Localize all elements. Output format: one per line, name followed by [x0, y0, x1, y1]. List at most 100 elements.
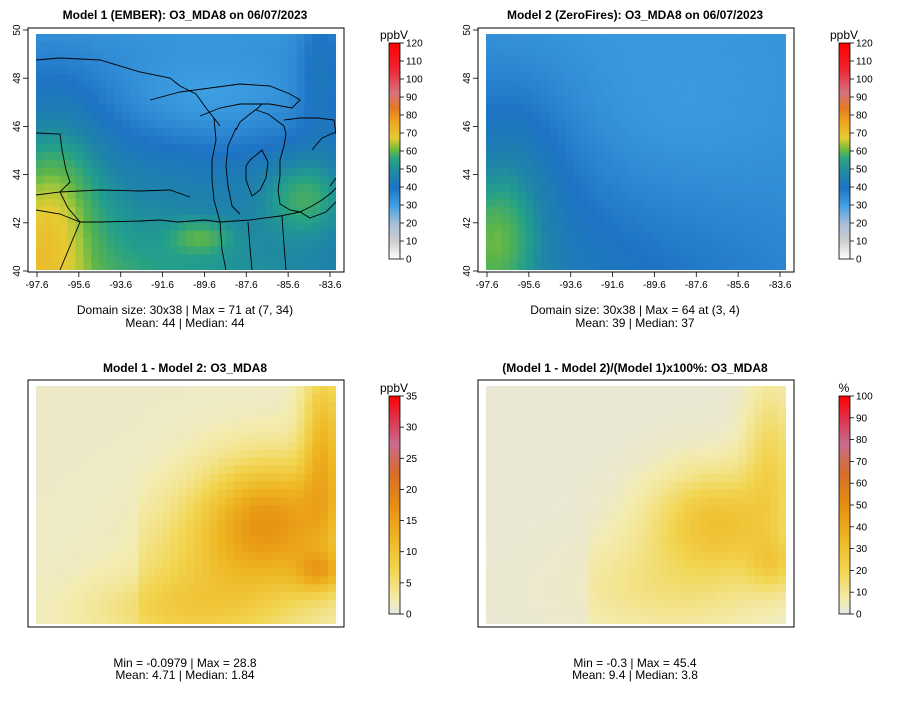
heatmap-cell — [738, 262, 747, 270]
heatmap-cell — [557, 159, 566, 169]
heatmap-cell — [122, 528, 132, 538]
heatmap-cell — [683, 489, 692, 498]
heatmap-cell — [249, 425, 258, 434]
heatmap-cell — [620, 425, 629, 434]
heatmap-cell — [272, 89, 282, 98]
heatmap-cell — [762, 34, 771, 43]
heatmap-cell — [257, 417, 266, 427]
heatmap-cell — [714, 152, 724, 161]
heatmap-cell — [51, 465, 61, 474]
heatmap-cell — [107, 600, 116, 609]
heatmap-cell — [636, 254, 645, 263]
heatmap-cell — [178, 505, 187, 514]
heatmap-cell — [667, 568, 676, 577]
heatmap-cell — [225, 536, 234, 546]
heatmap-cell — [730, 49, 740, 58]
heatmap-cell — [754, 386, 763, 395]
heatmap-cell — [509, 512, 518, 522]
heatmap-cell — [83, 41, 92, 51]
heatmap-cell — [257, 41, 266, 51]
heatmap-cell — [264, 592, 274, 601]
heatmap-cell — [312, 568, 321, 577]
heatmap-cell — [186, 473, 195, 482]
heatmap-cell — [509, 104, 518, 114]
heatmap-cell — [620, 568, 629, 577]
heatmap-cell — [272, 230, 282, 239]
heatmap-cell — [288, 409, 297, 419]
colorbar-tick-label: 80 — [406, 111, 418, 122]
heatmap-cell — [193, 600, 203, 609]
x-axis: -97.6 -95.6 -93.6 -91.6 -89.6 -87.6 -85.6 -83.6 — [26, 272, 342, 291]
heatmap-cell — [241, 34, 250, 43]
heatmap-cell — [43, 576, 53, 585]
heatmap-cell — [75, 552, 84, 561]
heatmap-cell — [249, 544, 258, 553]
heatmap-cell — [36, 457, 45, 466]
heatmap-cell — [778, 520, 786, 530]
heatmap-cell — [296, 449, 305, 458]
heatmap-cell — [91, 262, 100, 270]
heatmap-cell — [186, 65, 195, 74]
heatmap-cell — [154, 104, 163, 114]
heatmap-cell — [533, 512, 542, 522]
heatmap-cell — [122, 505, 132, 514]
heatmap-cell — [241, 441, 250, 450]
heatmap-cell — [659, 65, 668, 74]
heatmap-cell — [130, 112, 140, 121]
heatmap-cell — [754, 481, 763, 490]
heatmap-cell — [130, 616, 140, 624]
heatmap-cell — [178, 144, 187, 153]
heatmap-cell — [675, 183, 684, 192]
heatmap-cell — [193, 409, 203, 419]
heatmap-cell — [580, 401, 590, 411]
heatmap-cell — [596, 497, 605, 506]
heatmap-cell — [280, 49, 290, 58]
heatmap-cell — [588, 191, 597, 200]
heatmap-cell — [51, 489, 61, 498]
colorbar-unit: ppbV — [830, 28, 858, 42]
heatmap-cell — [501, 441, 511, 450]
heatmap-cell — [280, 481, 290, 490]
heatmap-cell — [272, 552, 282, 561]
heatmap-cell — [75, 473, 84, 482]
heatmap-cell — [99, 457, 108, 466]
heatmap-cell — [130, 449, 140, 458]
heatmap-cell — [107, 505, 116, 514]
heatmap-cell — [691, 57, 700, 66]
heatmap-cell — [486, 81, 495, 90]
heatmap-cell — [691, 425, 700, 434]
heatmap-cell — [762, 608, 771, 617]
heatmap-cell — [249, 199, 258, 208]
heatmap-cell — [138, 520, 147, 530]
heatmap-cell — [138, 152, 147, 161]
x-tick-label: -93.6 — [109, 280, 132, 291]
heatmap-cell — [683, 136, 692, 145]
heatmap-cell — [659, 481, 668, 490]
stats-line-2: Mean: 44 | Median: 44 — [125, 316, 245, 330]
heatmap-cell — [667, 512, 676, 522]
heatmap-cell — [193, 576, 203, 585]
heatmap-cell — [201, 393, 211, 403]
heatmap-cell — [193, 544, 203, 553]
heatmap-cell — [264, 505, 274, 514]
heatmap-cell — [225, 433, 234, 442]
heatmap-cell — [588, 199, 597, 208]
heatmap-cell — [296, 246, 305, 255]
heatmap-cell — [746, 199, 755, 208]
heatmap-cell — [707, 401, 716, 411]
heatmap-cell — [604, 81, 613, 90]
heatmap-cell — [675, 191, 684, 200]
heatmap-cell — [699, 592, 708, 601]
heatmap-cell — [36, 409, 45, 419]
heatmap-cell — [580, 112, 590, 121]
heatmap-cell — [114, 473, 124, 482]
heatmap-cell — [691, 584, 700, 593]
heatmap-cell — [312, 49, 321, 58]
heatmap-cell — [596, 568, 605, 577]
heatmap-cell — [762, 112, 771, 121]
heatmap-cell — [778, 175, 786, 184]
heatmap-cell — [746, 262, 755, 270]
heatmap-cell — [99, 175, 108, 184]
heatmap-cell — [730, 246, 740, 255]
heatmap-cell — [572, 433, 582, 442]
